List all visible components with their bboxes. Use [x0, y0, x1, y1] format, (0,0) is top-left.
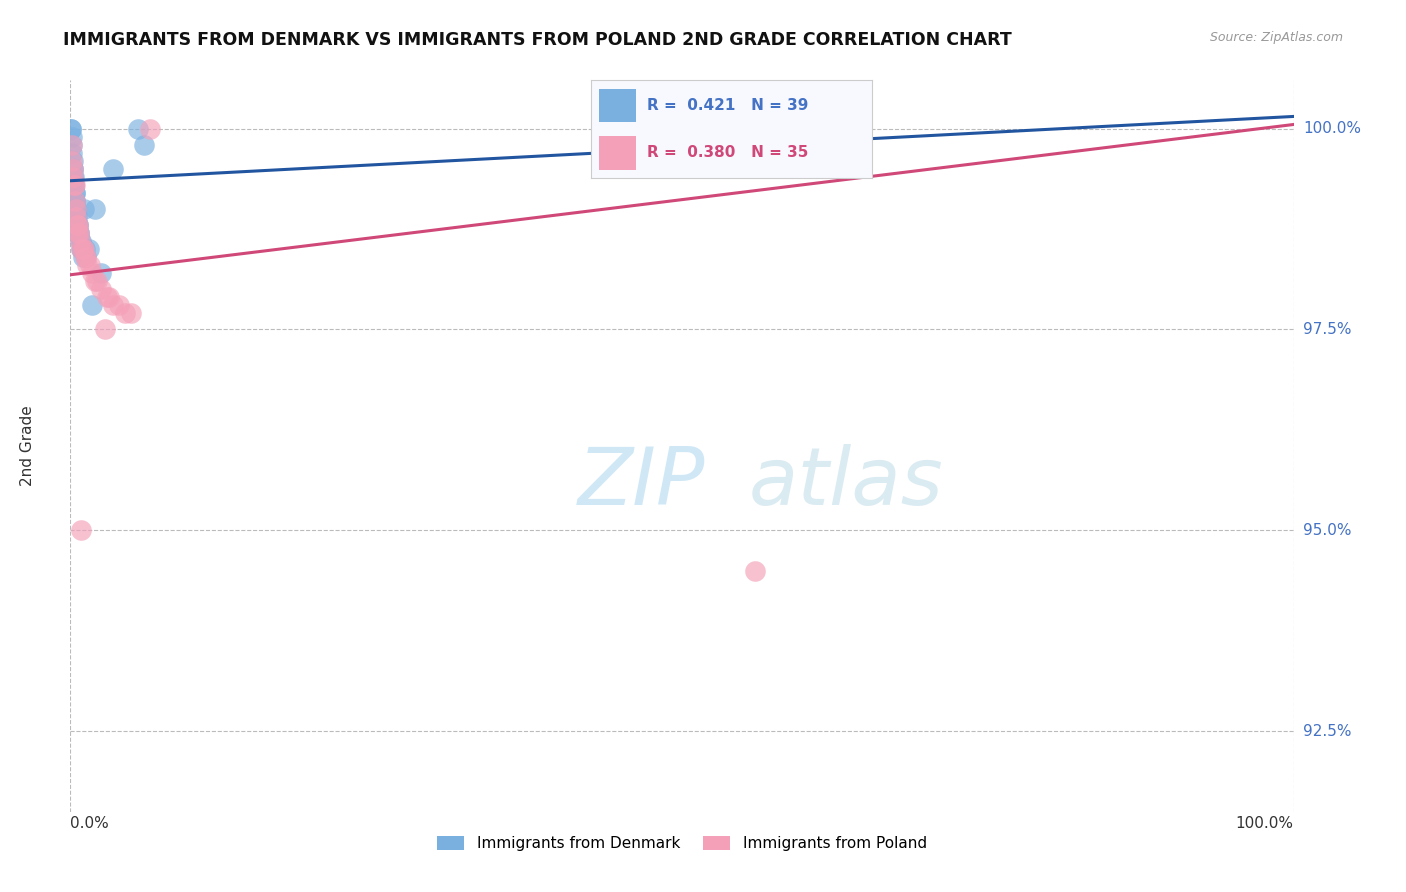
Text: 0.0%: 0.0%: [70, 816, 110, 830]
Point: [60, 153, 83, 168]
Point: [70, 242, 93, 256]
Point: [60, 137, 83, 152]
Text: R =  0.380   N = 35: R = 0.380 N = 35: [647, 145, 808, 161]
Point: [65, 202, 87, 216]
Point: [127, 121, 149, 136]
Point: [744, 564, 766, 578]
Legend: Immigrants from Denmark, Immigrants from Poland: Immigrants from Denmark, Immigrants from…: [429, 829, 935, 859]
Point: [67, 226, 90, 240]
Point: [132, 137, 155, 152]
Point: [59, 121, 82, 136]
Point: [65, 202, 87, 216]
Point: [62, 169, 84, 184]
Point: [67, 218, 90, 232]
Point: [73, 242, 96, 256]
Point: [69, 234, 91, 248]
Point: [60, 129, 83, 144]
Point: [96, 290, 118, 304]
Point: [77, 242, 100, 256]
Text: atlas: atlas: [749, 443, 943, 522]
Text: 100.0%: 100.0%: [1303, 121, 1361, 136]
Point: [63, 186, 86, 200]
Point: [101, 161, 124, 176]
Point: [67, 226, 90, 240]
Point: [66, 218, 89, 232]
Text: 2nd Grade: 2nd Grade: [20, 406, 35, 486]
Bar: [599, 89, 636, 122]
Point: [66, 210, 89, 224]
Point: [60, 137, 83, 152]
Text: R =  0.421   N = 39: R = 0.421 N = 39: [647, 98, 808, 113]
Point: [65, 210, 87, 224]
Point: [73, 250, 96, 264]
Point: [108, 298, 131, 312]
Point: [63, 178, 86, 192]
Point: [62, 161, 84, 176]
Point: [90, 282, 112, 296]
Point: [139, 121, 162, 136]
Point: [63, 194, 86, 208]
Point: [65, 210, 87, 224]
Point: [62, 169, 84, 184]
Point: [72, 250, 94, 264]
Point: [63, 178, 86, 192]
Point: [72, 242, 94, 256]
Point: [63, 178, 86, 192]
Point: [75, 250, 97, 264]
Point: [65, 194, 87, 208]
Text: 95.0%: 95.0%: [1303, 523, 1351, 538]
Point: [121, 306, 143, 320]
Point: [60, 145, 83, 160]
Point: [60, 121, 83, 136]
Point: [69, 234, 91, 248]
Point: [63, 194, 86, 208]
Bar: [599, 136, 636, 169]
Point: [70, 242, 93, 256]
Point: [73, 202, 96, 216]
Point: [82, 298, 104, 312]
Point: [63, 178, 86, 192]
Point: [93, 322, 115, 336]
Point: [83, 202, 105, 216]
Text: 92.5%: 92.5%: [1303, 723, 1351, 739]
Point: [69, 234, 91, 248]
Point: [69, 226, 91, 240]
Point: [114, 306, 136, 320]
Point: [79, 258, 101, 272]
Point: [73, 242, 96, 256]
Text: 97.5%: 97.5%: [1303, 322, 1351, 337]
Point: [62, 153, 84, 168]
Text: IMMIGRANTS FROM DENMARK VS IMMIGRANTS FROM POLAND 2ND GRADE CORRELATION CHART: IMMIGRANTS FROM DENMARK VS IMMIGRANTS FR…: [63, 31, 1012, 49]
Point: [66, 218, 89, 232]
Text: 100.0%: 100.0%: [1236, 816, 1294, 830]
Point: [66, 218, 89, 232]
Point: [70, 242, 93, 256]
Point: [90, 266, 112, 280]
Point: [63, 186, 86, 200]
Point: [75, 250, 97, 264]
Point: [83, 274, 105, 288]
Text: ZIP: ZIP: [578, 443, 706, 522]
Point: [62, 161, 84, 176]
Point: [62, 161, 84, 176]
Point: [76, 258, 98, 272]
Point: [67, 226, 90, 240]
Point: [69, 524, 91, 538]
Point: [101, 298, 124, 312]
Point: [82, 266, 104, 280]
Point: [98, 290, 121, 304]
Point: [65, 202, 87, 216]
Point: [86, 274, 108, 288]
Point: [62, 169, 84, 184]
Text: Source: ZipAtlas.com: Source: ZipAtlas.com: [1209, 31, 1343, 45]
